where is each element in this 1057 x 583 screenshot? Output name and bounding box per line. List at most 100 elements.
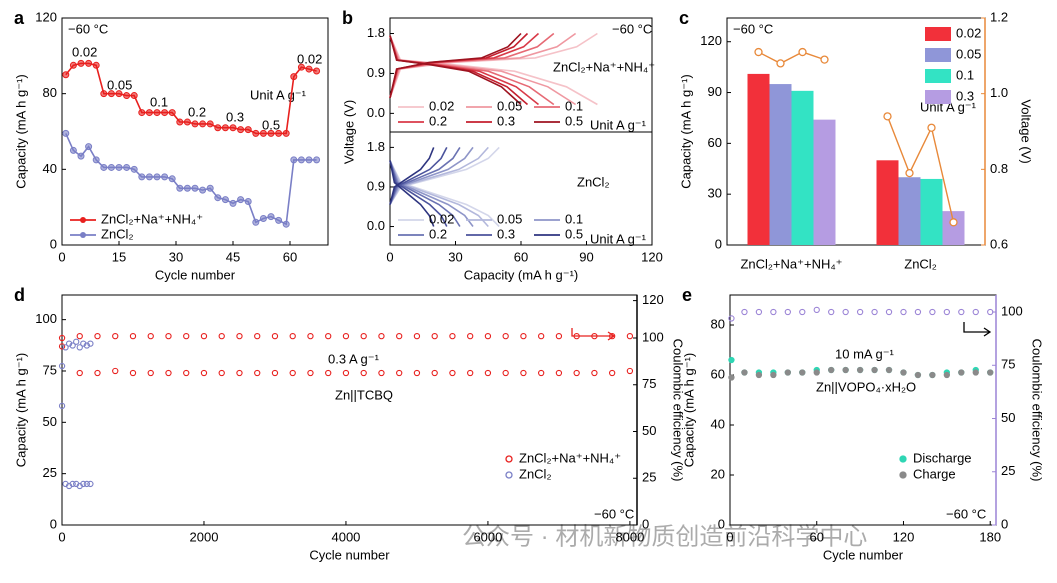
data-point (130, 165, 138, 173)
data-point (252, 218, 260, 226)
efficiency-point (76, 344, 83, 351)
efficiency-point (626, 332, 634, 340)
capacity-point (929, 371, 936, 379)
efficiency-point (147, 332, 154, 340)
capacity-point (342, 369, 350, 377)
capacity-point (325, 369, 332, 377)
efficiency-point (502, 332, 509, 340)
data-point (252, 129, 260, 137)
data-point (153, 109, 161, 117)
capacity-point (871, 366, 878, 374)
data-point (161, 173, 169, 181)
data-point (313, 67, 321, 75)
efficiency-point (58, 334, 66, 342)
data-point (153, 173, 161, 181)
annotation: ZnCl₂+Na⁺+NH₄⁺ (553, 59, 655, 74)
voltage-point (776, 59, 785, 68)
efficiency-point (307, 332, 314, 340)
data-point (214, 194, 222, 202)
x-axis-label: Cycle number (309, 547, 390, 562)
capacity-point (741, 369, 748, 376)
y2-axis-label: Voltage (V) (1019, 99, 1034, 163)
series-line (389, 146, 489, 228)
efficiency-point (484, 332, 492, 340)
data-point (69, 146, 77, 154)
y-tick-label: 75 (43, 362, 57, 377)
capacity-point (842, 366, 849, 374)
capacity-point (378, 369, 385, 377)
data-point (275, 129, 283, 137)
legend-label: Discharge (913, 450, 972, 465)
series-line (389, 32, 522, 106)
data-point (138, 173, 146, 181)
efficiency-point (929, 308, 936, 316)
series-line (389, 32, 555, 106)
efficiency-point (538, 332, 545, 340)
capacity-point (289, 369, 296, 377)
efficiency-point (728, 315, 735, 322)
efficiency-point (94, 332, 101, 340)
voltage-point (820, 55, 829, 64)
plot-frame (61, 294, 638, 526)
y-tick-label: 25 (43, 465, 57, 480)
annotation: Unit A g⁻¹ (250, 87, 307, 102)
capacity-point (885, 366, 893, 374)
capacity-point (413, 369, 421, 377)
x-tick-label: 8000 (615, 529, 644, 544)
y2-tick-label: 50 (1001, 410, 1015, 425)
capacity-point (484, 369, 492, 377)
data-point (168, 175, 176, 183)
voltage-point (927, 123, 936, 132)
y-tick-label: 0 (50, 516, 57, 531)
efficiency-point (129, 332, 137, 340)
efficiency-point (236, 332, 243, 340)
x-tick-label: 0 (58, 249, 65, 264)
annotation: ZnCl₂ (577, 174, 610, 189)
efficiency-point (856, 308, 864, 316)
data-point (199, 186, 207, 194)
legend-label: 0.5 (565, 226, 583, 241)
data-point (161, 109, 169, 117)
data-point (244, 197, 252, 205)
legend-label: ZnCl₂ (101, 226, 134, 241)
x-tick-label: 2000 (190, 529, 219, 544)
capacity-point (856, 366, 864, 374)
x-axis-label: Capacity (mA h g⁻¹) (464, 267, 579, 282)
capacity-point (813, 369, 820, 376)
panel-letter: d (14, 285, 25, 305)
efficiency-point (914, 308, 922, 316)
data-point (259, 129, 267, 137)
y-tick-label: 60 (708, 135, 722, 150)
panel-letter: e (682, 285, 692, 305)
efficiency-point (573, 332, 580, 340)
capacity-point (573, 369, 580, 377)
series-line (65, 133, 317, 226)
legend-label: 0.5 (565, 113, 583, 128)
y-tick-label: 60 (711, 366, 725, 381)
efficiency-point (813, 306, 820, 314)
data-point (92, 156, 100, 164)
y-tick-label: 0.0 (367, 105, 385, 120)
data-point (176, 118, 184, 126)
data-point (107, 90, 115, 98)
annotation: −60 °C (733, 21, 773, 36)
x-axis-label: Cycle number (823, 547, 904, 562)
legend-label: 0.2 (429, 113, 447, 128)
efficiency-point (449, 332, 456, 340)
capacity-point (755, 371, 763, 379)
annotation: Zn||VOPO₄·xH₂O (816, 379, 916, 394)
capacity-point (129, 369, 137, 377)
legend-swatch (925, 69, 951, 83)
y-tick-label: 100 (35, 311, 57, 326)
capacity-point (900, 369, 907, 376)
x-tick-label: 60 (810, 529, 824, 544)
x-tick-label: 6000 (473, 529, 502, 544)
efficiency-point (325, 332, 332, 340)
annotation: 0.3 (226, 109, 244, 124)
legend-label: ZnCl₂+Na⁺+NH₄⁺ (101, 211, 203, 226)
efficiency-point (342, 332, 350, 340)
legend-label: 0.02 (956, 25, 981, 40)
capacity-point (626, 367, 634, 375)
data-point (282, 129, 290, 137)
data-point (191, 184, 199, 192)
